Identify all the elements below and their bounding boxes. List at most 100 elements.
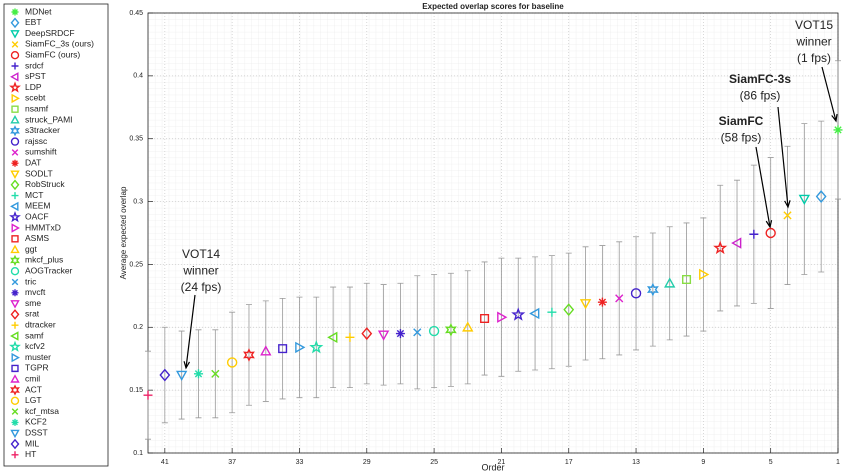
legend-label: rajssc bbox=[25, 136, 48, 146]
legend-label: mkcf_plus bbox=[25, 255, 63, 265]
error-bar-line bbox=[700, 217, 707, 332]
data-point bbox=[765, 227, 776, 239]
annotation-text: SiamFC-3s bbox=[729, 72, 791, 86]
annotation-text: (58 fps) bbox=[721, 131, 762, 145]
legend-marker bbox=[10, 201, 19, 212]
legend-label: DSST bbox=[25, 427, 48, 437]
legend-marker bbox=[10, 30, 20, 39]
x-tick-label: 25 bbox=[430, 459, 438, 466]
x-tick-label: 29 bbox=[363, 459, 371, 466]
legend-marker bbox=[10, 137, 20, 146]
legend-marker bbox=[10, 267, 20, 276]
annotation-arrow bbox=[183, 294, 196, 370]
data-point bbox=[529, 307, 540, 320]
error-bar bbox=[633, 236, 640, 351]
error-bar bbox=[801, 123, 808, 275]
x-tick-label: 9 bbox=[701, 459, 705, 466]
legend-marker bbox=[11, 93, 20, 104]
legend-label: srat bbox=[25, 309, 40, 319]
data-point bbox=[428, 325, 440, 337]
data-point bbox=[682, 274, 692, 285]
legend-label: kcfv2 bbox=[25, 341, 45, 351]
x-tick-label: 33 bbox=[296, 459, 304, 466]
legend-marker bbox=[11, 278, 19, 286]
error-bar-line bbox=[633, 236, 640, 351]
legend-marker bbox=[10, 125, 20, 137]
plot-frame bbox=[147, 12, 839, 454]
error-bar-line bbox=[666, 226, 673, 341]
error-bar bbox=[683, 222, 690, 337]
legend-marker bbox=[10, 429, 20, 439]
legend-label: struck_PAMI bbox=[25, 114, 73, 124]
data-point bbox=[175, 370, 188, 381]
legend-label: samf bbox=[25, 330, 44, 340]
legend-label: OACF bbox=[25, 211, 49, 221]
error-bar-line bbox=[683, 222, 690, 337]
error-bar bbox=[431, 274, 438, 389]
error-bar-line bbox=[767, 157, 774, 309]
error-bar bbox=[380, 284, 387, 386]
y-tick-label: 0.3 bbox=[133, 198, 143, 205]
legend-label: LDP bbox=[25, 82, 42, 92]
y-tick-label: 0.4 bbox=[133, 73, 143, 80]
y-tick-label: 0.25 bbox=[129, 261, 143, 268]
error-bar-line bbox=[262, 300, 269, 402]
error-bar-line bbox=[296, 296, 303, 399]
legend-marker bbox=[10, 331, 19, 341]
legend-marker bbox=[10, 309, 20, 320]
legend-label: HMMTxD bbox=[25, 222, 61, 232]
error-bar-line bbox=[330, 286, 337, 389]
error-bar bbox=[330, 286, 337, 389]
data-point bbox=[395, 329, 405, 339]
data-point bbox=[833, 125, 843, 135]
legend-marker bbox=[9, 81, 21, 93]
error-bar bbox=[161, 326, 168, 424]
legend-label: dtracker bbox=[25, 319, 56, 329]
legend-marker bbox=[11, 192, 19, 200]
error-bar bbox=[447, 272, 454, 387]
annotation-text: (86 fps) bbox=[740, 89, 781, 103]
data-point bbox=[630, 288, 642, 299]
error-bar bbox=[279, 297, 286, 400]
error-bar bbox=[666, 226, 673, 341]
x-tick-label: 13 bbox=[632, 459, 640, 466]
error-bar bbox=[245, 304, 252, 406]
error-bar-line bbox=[717, 184, 724, 312]
legend-label: LGT bbox=[25, 395, 42, 405]
error-bar-line bbox=[565, 252, 572, 367]
legend-marker bbox=[10, 170, 20, 179]
annotation-text: VOT14 bbox=[182, 247, 220, 261]
data-point bbox=[480, 313, 490, 324]
error-bar bbox=[649, 232, 656, 347]
legend-label: s3tracker bbox=[25, 125, 60, 135]
annotation-text: (1 fps) bbox=[797, 51, 831, 65]
legend-marker bbox=[11, 62, 19, 70]
data-point bbox=[547, 307, 557, 317]
data-point bbox=[798, 194, 811, 205]
legend-marker bbox=[10, 115, 20, 124]
legend-marker bbox=[11, 451, 19, 459]
legend-label: mvcft bbox=[25, 287, 46, 297]
data-point bbox=[345, 332, 355, 342]
x-tick-label: 1 bbox=[836, 459, 840, 466]
legend-marker bbox=[10, 438, 20, 450]
legend-label: kcf_mtsa bbox=[25, 406, 59, 416]
data-point bbox=[699, 268, 710, 281]
error-bar bbox=[700, 217, 707, 332]
error-bar-line bbox=[363, 282, 370, 385]
legend-label: EBT bbox=[25, 17, 42, 27]
y-tick-label: 0.15 bbox=[129, 387, 143, 394]
legend-marker bbox=[10, 72, 19, 82]
legend-label: ggt bbox=[25, 244, 37, 254]
data-point bbox=[815, 190, 827, 204]
legend-marker bbox=[11, 105, 19, 113]
legend-marker bbox=[10, 17, 20, 29]
error-bar-line bbox=[801, 123, 808, 275]
data-point bbox=[193, 369, 203, 379]
data-point bbox=[327, 331, 338, 344]
error-bar-line bbox=[818, 120, 825, 273]
data-point bbox=[511, 307, 526, 321]
error-bar bbox=[565, 252, 572, 367]
legend-label: muster bbox=[25, 352, 51, 362]
